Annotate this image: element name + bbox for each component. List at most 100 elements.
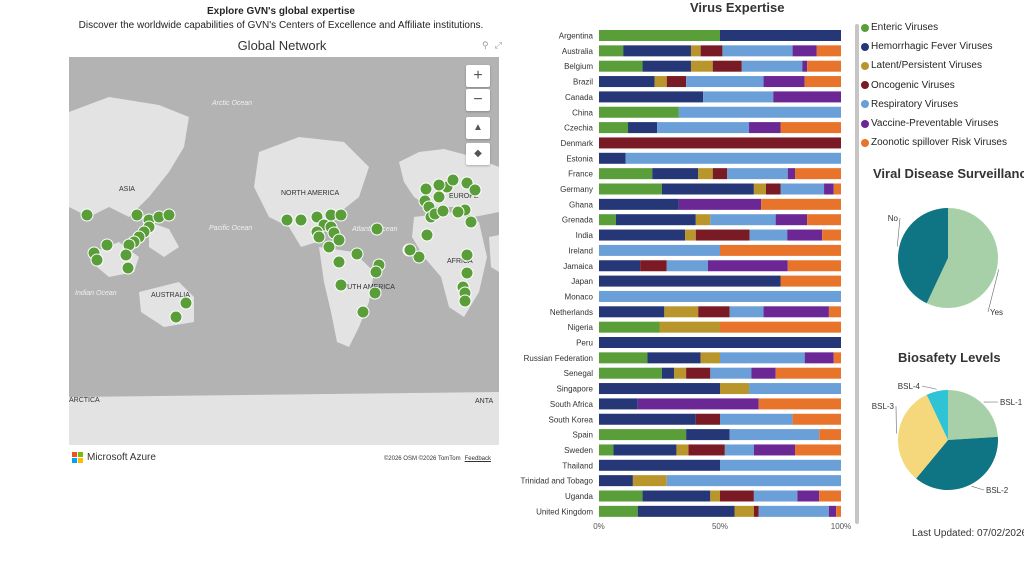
- feedback-link[interactable]: Feedback: [464, 456, 491, 462]
- bar-segment[interactable]: [700, 45, 723, 57]
- bar-segment[interactable]: [599, 475, 633, 487]
- bar-segment[interactable]: [710, 214, 776, 226]
- bar-segment[interactable]: [836, 505, 841, 517]
- institution-marker[interactable]: [334, 278, 348, 292]
- bar-segment[interactable]: [637, 505, 735, 517]
- bar-segment[interactable]: [787, 229, 823, 241]
- bar-segment[interactable]: [822, 229, 841, 241]
- bar-segment[interactable]: [664, 306, 699, 318]
- bar-segment[interactable]: [753, 183, 766, 195]
- bar-segment[interactable]: [828, 306, 841, 318]
- bar-segment[interactable]: [666, 475, 841, 487]
- bar-segment[interactable]: [599, 367, 662, 379]
- pie-slice[interactable]: [898, 394, 948, 479]
- bar-segment[interactable]: [599, 413, 696, 425]
- bar-segment[interactable]: [824, 183, 834, 195]
- bar-segment[interactable]: [599, 490, 643, 502]
- institution-marker[interactable]: [350, 247, 364, 261]
- filter-icon[interactable]: ⚲: [482, 40, 489, 50]
- pie-slice[interactable]: [926, 208, 998, 308]
- bar-segment[interactable]: [642, 60, 691, 72]
- bar-segment[interactable]: [686, 429, 730, 441]
- institution-marker[interactable]: [162, 208, 176, 222]
- institution-marker[interactable]: [432, 178, 446, 192]
- bar-segment[interactable]: [599, 244, 720, 256]
- institution-marker[interactable]: [356, 305, 370, 319]
- institution-marker[interactable]: [446, 173, 460, 187]
- institution-marker[interactable]: [121, 261, 135, 275]
- biosafety-pie[interactable]: BSL-1 BSL-2 BSL-3 BSL-4: [862, 372, 1024, 512]
- bar-segment[interactable]: [775, 367, 841, 379]
- institution-marker[interactable]: [468, 183, 482, 197]
- institution-marker[interactable]: [312, 230, 326, 244]
- institution-marker[interactable]: [100, 238, 114, 252]
- bar-segment[interactable]: [729, 429, 820, 441]
- zoom-in-button[interactable]: +: [466, 65, 490, 87]
- bar-segment[interactable]: [819, 429, 841, 441]
- institution-marker[interactable]: [90, 253, 104, 267]
- bar-segment[interactable]: [640, 260, 667, 272]
- bar-segment[interactable]: [729, 306, 764, 318]
- bar-segment[interactable]: [690, 45, 701, 57]
- bar-segment[interactable]: [698, 168, 713, 180]
- legend-item[interactable]: Enteric Viruses: [861, 22, 938, 33]
- bar-segment[interactable]: [666, 260, 708, 272]
- institution-marker[interactable]: [460, 266, 474, 280]
- bar-segment[interactable]: [599, 505, 638, 517]
- bar-segment[interactable]: [787, 168, 796, 180]
- bar-segment[interactable]: [780, 122, 842, 134]
- world-map[interactable]: Arctic Ocean ASIA Pacific Ocean NORTH AM…: [69, 57, 499, 467]
- compass-button[interactable]: ◆: [466, 143, 490, 165]
- bar-segment[interactable]: [763, 306, 829, 318]
- bar-segment[interactable]: [792, 413, 841, 425]
- bar-segment[interactable]: [599, 337, 841, 348]
- bar-segment[interactable]: [720, 490, 754, 502]
- bar-segment[interactable]: [678, 106, 841, 118]
- institution-marker[interactable]: [436, 204, 450, 218]
- bar-segment[interactable]: [599, 137, 841, 149]
- pie-slice[interactable]: [898, 208, 948, 304]
- bar-segment[interactable]: [632, 475, 667, 487]
- bar-segment[interactable]: [720, 383, 750, 395]
- legend-item[interactable]: Oncogenic Viruses: [861, 80, 955, 91]
- institution-marker[interactable]: [451, 205, 465, 219]
- bar-segment[interactable]: [599, 352, 648, 364]
- bar-segment[interactable]: [712, 60, 742, 72]
- bar-segment[interactable]: [773, 91, 841, 103]
- bar-segment[interactable]: [802, 60, 808, 72]
- bar-segment[interactable]: [804, 352, 834, 364]
- bar-segment[interactable]: [661, 183, 754, 195]
- bar-segment[interactable]: [734, 505, 754, 517]
- institution-marker[interactable]: [80, 208, 94, 222]
- institution-marker[interactable]: [179, 296, 193, 310]
- institution-marker[interactable]: [460, 248, 474, 262]
- legend-item[interactable]: Respiratory Viruses: [861, 99, 958, 110]
- bar-segment[interactable]: [758, 398, 841, 410]
- bar-segment[interactable]: [599, 152, 626, 164]
- bar-segment[interactable]: [749, 229, 788, 241]
- bar-segment[interactable]: [690, 60, 713, 72]
- institution-marker[interactable]: [130, 208, 144, 222]
- bar-segment[interactable]: [625, 152, 841, 164]
- bar-segment[interactable]: [741, 60, 803, 72]
- tilt-button[interactable]: ▲: [466, 117, 490, 139]
- bar-segment[interactable]: [599, 260, 641, 272]
- bar-segment[interactable]: [753, 490, 798, 502]
- institution-marker[interactable]: [334, 208, 348, 222]
- bar-segment[interactable]: [787, 260, 841, 272]
- institution-marker[interactable]: [403, 243, 417, 257]
- bar-segment[interactable]: [804, 76, 841, 88]
- bar-segment[interactable]: [685, 229, 696, 241]
- institution-marker[interactable]: [280, 213, 294, 227]
- bar-segment[interactable]: [724, 444, 754, 456]
- bar-segment[interactable]: [599, 306, 665, 318]
- bar-segment[interactable]: [657, 122, 750, 134]
- bar-segment[interactable]: [833, 352, 841, 364]
- institution-marker[interactable]: [119, 248, 133, 262]
- bar-segment[interactable]: [753, 444, 796, 456]
- institution-marker[interactable]: [322, 240, 336, 254]
- bar-segment[interactable]: [695, 214, 711, 226]
- legend-item[interactable]: Zoonotic spillover Risk Viruses: [861, 137, 1007, 148]
- institution-marker[interactable]: [294, 213, 308, 227]
- institution-marker[interactable]: [332, 255, 346, 269]
